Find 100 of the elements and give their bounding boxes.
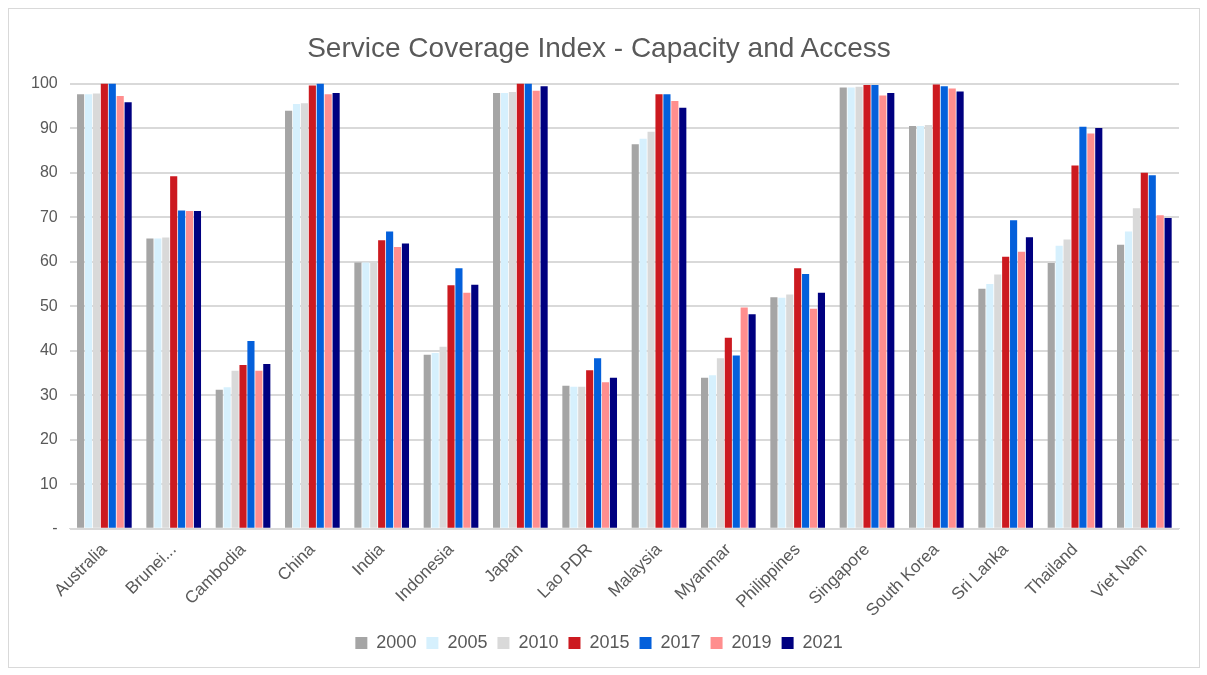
- bar: [1164, 218, 1172, 528]
- bar: [1002, 256, 1010, 528]
- y-tick-label: 100: [30, 74, 58, 92]
- bar: [1156, 215, 1164, 528]
- bar: [909, 125, 917, 528]
- bar: [748, 314, 756, 528]
- y-tick-label: 50: [39, 296, 58, 314]
- legend-label: 2019: [731, 631, 772, 652]
- bar: [1079, 126, 1087, 528]
- bar: [516, 83, 524, 528]
- y-tick-label: 60: [39, 252, 58, 270]
- bar: [940, 86, 948, 528]
- y-tick-label: 90: [39, 118, 58, 136]
- bar: [879, 95, 887, 528]
- bar: [1047, 262, 1055, 528]
- bar: [1148, 175, 1156, 528]
- bar: [1071, 165, 1079, 528]
- bar: [116, 96, 124, 528]
- bar: [108, 83, 116, 528]
- y-tick-label: -: [52, 519, 58, 537]
- bar: [84, 94, 93, 528]
- bar: [332, 92, 340, 528]
- bar: [956, 91, 964, 528]
- bar: [655, 94, 663, 528]
- y-tick-label: 20: [39, 430, 58, 448]
- bar: [285, 110, 293, 528]
- bar: [778, 297, 786, 528]
- bar: [1140, 172, 1148, 528]
- bar: [863, 84, 871, 528]
- bar: [463, 292, 471, 528]
- y-tick-label: 70: [39, 207, 58, 225]
- bar: [802, 274, 810, 528]
- bar: [732, 355, 740, 528]
- bar: [839, 87, 847, 528]
- bar: [701, 377, 709, 528]
- chart-title: Service Coverage Index - Capacity and Access: [307, 31, 891, 63]
- bar: [447, 285, 455, 528]
- bar: [586, 370, 594, 528]
- legend-label: 2005: [447, 631, 488, 652]
- bar: [215, 389, 223, 528]
- bar: [1017, 251, 1026, 528]
- bar: [146, 238, 154, 528]
- bar: [239, 364, 247, 528]
- bar: [948, 88, 956, 528]
- bar: [663, 94, 671, 528]
- bar: [570, 386, 578, 528]
- bar: [1055, 245, 1063, 528]
- bar: [324, 94, 332, 528]
- bar: [594, 358, 602, 528]
- bar: [185, 210, 194, 528]
- bar: [431, 352, 439, 528]
- bar: [562, 385, 570, 528]
- bar: [524, 83, 532, 528]
- legend-label: 2010: [518, 631, 559, 652]
- legend-label: 2021: [802, 631, 843, 652]
- bar: [1087, 133, 1095, 528]
- bar: [679, 107, 687, 528]
- bar: [770, 297, 778, 528]
- bar: [493, 92, 501, 528]
- y-tick-label: 40: [39, 341, 58, 359]
- bar: [794, 268, 802, 528]
- bar: [308, 85, 316, 528]
- bar: [471, 284, 479, 528]
- y-tick-label: 30: [39, 385, 58, 403]
- bar: [263, 364, 271, 528]
- bar: [316, 83, 324, 528]
- bar: [740, 307, 748, 528]
- bar: [255, 370, 263, 528]
- bar: [671, 100, 679, 528]
- bar: [386, 231, 394, 528]
- bar: [978, 288, 986, 528]
- bar: [401, 243, 410, 528]
- bar: [100, 83, 108, 528]
- bar: [362, 262, 370, 528]
- bar: [1010, 220, 1018, 528]
- bar: [532, 90, 540, 528]
- y-tick-label: 10: [39, 474, 58, 492]
- bar: [1124, 231, 1133, 528]
- bar: [847, 87, 855, 528]
- bar: [639, 138, 647, 528]
- bar: [193, 210, 202, 528]
- bar: [809, 308, 818, 528]
- bar: [887, 92, 895, 528]
- bar: [223, 387, 231, 528]
- bar: [292, 104, 301, 528]
- bar: [1117, 244, 1125, 528]
- bar: [601, 382, 610, 528]
- legend-label: 2017: [660, 631, 701, 652]
- y-tick-label: 80: [39, 163, 58, 181]
- bar: [916, 125, 925, 528]
- bar: [124, 102, 132, 528]
- bar: [609, 377, 618, 528]
- bar: [77, 94, 85, 528]
- bar: [170, 176, 178, 528]
- bar: [393, 246, 402, 528]
- bar: [354, 262, 362, 528]
- bar: [1025, 237, 1034, 528]
- bar: [1095, 128, 1103, 528]
- bar: [154, 238, 162, 528]
- bar: [178, 210, 186, 528]
